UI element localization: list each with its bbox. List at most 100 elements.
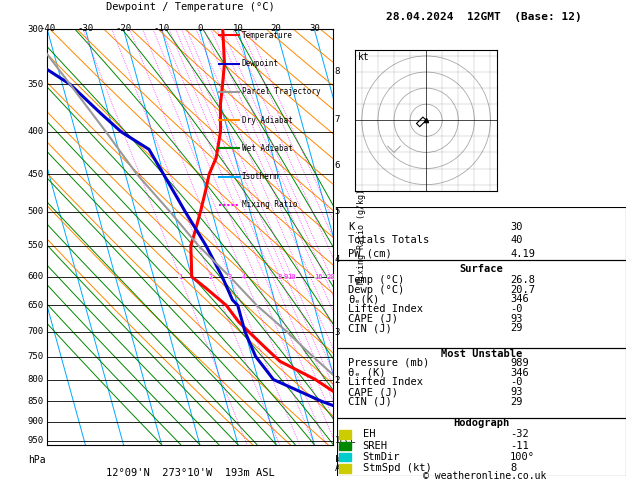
Bar <box>340 442 351 450</box>
Text: 7: 7 <box>335 115 340 124</box>
Text: 3: 3 <box>335 328 340 337</box>
Text: Totals Totals: Totals Totals <box>348 235 430 245</box>
Bar <box>340 431 351 438</box>
Text: 4: 4 <box>242 274 247 280</box>
Text: 850: 850 <box>28 397 44 406</box>
Text: 346: 346 <box>510 368 529 378</box>
Text: 4: 4 <box>335 255 340 264</box>
Text: 350: 350 <box>28 80 44 89</box>
Text: 93: 93 <box>510 387 523 397</box>
Text: hPa: hPa <box>28 455 46 465</box>
Text: 5: 5 <box>335 207 340 216</box>
Text: 93: 93 <box>510 314 523 324</box>
Text: Temperature: Temperature <box>242 31 292 40</box>
Text: -40: -40 <box>39 24 55 33</box>
Bar <box>337 418 626 476</box>
Text: 1LCL: 1LCL <box>335 436 356 446</box>
Text: 100°: 100° <box>510 452 535 462</box>
Text: 900: 900 <box>28 417 44 426</box>
Text: Pressure (mb): Pressure (mb) <box>348 358 430 368</box>
Text: Mixing Ratio: Mixing Ratio <box>242 200 298 209</box>
Text: 10: 10 <box>233 24 243 33</box>
Text: km
ASL: km ASL <box>335 455 351 473</box>
Text: 800: 800 <box>28 375 44 384</box>
Text: 1: 1 <box>178 274 182 280</box>
Text: 40: 40 <box>510 235 523 245</box>
Text: Most Unstable: Most Unstable <box>440 348 522 359</box>
Text: 3: 3 <box>228 274 232 280</box>
Text: 300: 300 <box>28 25 44 34</box>
Text: Dry Adiabat: Dry Adiabat <box>242 116 292 125</box>
Text: 989: 989 <box>510 358 529 368</box>
Text: CIN (J): CIN (J) <box>348 324 392 333</box>
Text: Surface: Surface <box>459 263 503 274</box>
Text: 20: 20 <box>270 24 282 33</box>
Text: -10: -10 <box>153 24 170 33</box>
Text: EH: EH <box>362 430 375 439</box>
Text: 10: 10 <box>287 274 296 280</box>
Text: 28.04.2024  12GMT  (Base: 12): 28.04.2024 12GMT (Base: 12) <box>386 12 582 22</box>
Text: Wet Adiabat: Wet Adiabat <box>242 144 292 153</box>
Text: 30: 30 <box>309 24 320 33</box>
Text: Lifted Index: Lifted Index <box>348 378 423 387</box>
Text: CAPE (J): CAPE (J) <box>348 314 398 324</box>
Text: Dewp (°C): Dewp (°C) <box>348 285 404 295</box>
Text: 450: 450 <box>28 170 44 178</box>
Text: -11: -11 <box>510 441 529 451</box>
Text: © weatheronline.co.uk: © weatheronline.co.uk <box>423 471 546 481</box>
Text: CIN (J): CIN (J) <box>348 397 392 407</box>
Text: Lifted Index: Lifted Index <box>348 304 423 314</box>
Text: 8: 8 <box>277 274 282 280</box>
Text: 29: 29 <box>510 324 523 333</box>
Text: 8: 8 <box>510 464 516 473</box>
Text: Hodograph: Hodograph <box>453 418 509 429</box>
Bar <box>340 465 351 472</box>
Text: CAPE (J): CAPE (J) <box>348 387 398 397</box>
Text: 12°09'N  273°10'W  193m ASL: 12°09'N 273°10'W 193m ASL <box>106 468 275 478</box>
Text: 4.19: 4.19 <box>510 249 535 259</box>
Text: 400: 400 <box>28 127 44 137</box>
Text: K: K <box>348 222 354 232</box>
Text: -32: -32 <box>510 430 529 439</box>
Text: -0: -0 <box>510 304 523 314</box>
Text: 8: 8 <box>335 67 340 76</box>
Text: θₑ (K): θₑ (K) <box>348 368 386 378</box>
Text: 550: 550 <box>28 241 44 250</box>
Text: θₑ(K): θₑ(K) <box>348 295 379 304</box>
Text: 0: 0 <box>197 24 203 33</box>
Text: 20: 20 <box>326 274 335 280</box>
Text: SREH: SREH <box>362 441 387 451</box>
Text: 650: 650 <box>28 301 44 310</box>
Bar <box>340 453 351 461</box>
Text: 346: 346 <box>510 295 529 304</box>
Text: StmDir: StmDir <box>362 452 400 462</box>
Text: 750: 750 <box>28 352 44 361</box>
Text: -20: -20 <box>116 24 131 33</box>
Bar <box>337 348 626 418</box>
Text: 2: 2 <box>335 376 340 385</box>
Text: 600: 600 <box>28 272 44 281</box>
Text: 6: 6 <box>335 161 340 171</box>
Text: 700: 700 <box>28 328 44 336</box>
Text: PW (cm): PW (cm) <box>348 249 392 259</box>
Text: Isotherm: Isotherm <box>242 172 279 181</box>
Text: -0: -0 <box>510 378 523 387</box>
Text: kt: kt <box>359 52 370 62</box>
Text: Dewpoint: Dewpoint <box>242 59 279 68</box>
Text: Temp (°C): Temp (°C) <box>348 275 404 285</box>
Text: StmSpd (kt): StmSpd (kt) <box>362 464 431 473</box>
Text: 29: 29 <box>510 397 523 407</box>
Text: Parcel Trajectory: Parcel Trajectory <box>242 87 320 96</box>
Text: 26.8: 26.8 <box>510 275 535 285</box>
Text: Mixing Ratio (g/kg): Mixing Ratio (g/kg) <box>357 190 367 284</box>
Text: -30: -30 <box>77 24 93 33</box>
Text: 2: 2 <box>209 274 213 280</box>
Text: 20.7: 20.7 <box>510 285 535 295</box>
Text: 30: 30 <box>510 222 523 232</box>
Text: 16: 16 <box>314 274 322 280</box>
Text: 500: 500 <box>28 207 44 216</box>
Text: 9: 9 <box>284 274 288 280</box>
Text: 950: 950 <box>28 436 44 446</box>
Bar <box>337 260 626 348</box>
Bar <box>337 207 626 260</box>
